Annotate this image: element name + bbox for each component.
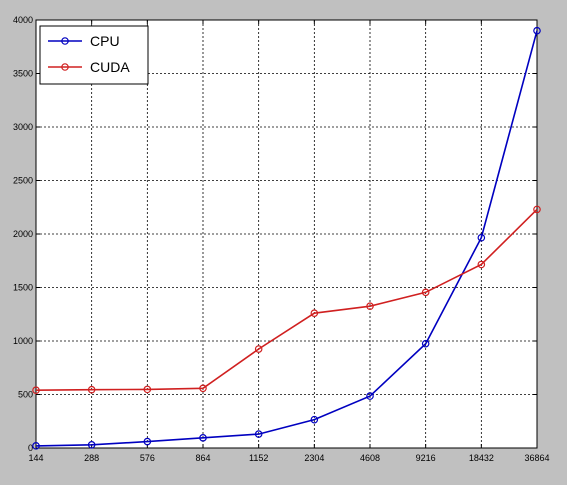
data-point-cpu <box>477 233 486 242</box>
data-point-cuda <box>477 260 486 269</box>
grid <box>36 20 537 448</box>
data-point-cuda <box>254 345 263 353</box>
data-point-cuda <box>143 385 152 394</box>
y-tick-label: 2500 <box>13 176 33 186</box>
data-point-cuda <box>32 386 40 395</box>
x-tick-label: 2304 <box>304 453 324 463</box>
x-tick-label: 1152 <box>249 453 268 463</box>
data-point-cpu <box>310 415 319 424</box>
data-point-cuda <box>87 385 96 394</box>
data-point-cpu <box>87 440 96 449</box>
data-point-cuda <box>199 384 207 393</box>
x-tick-label: 18432 <box>469 453 494 463</box>
data-point-cpu <box>199 434 207 442</box>
series-line-cuda <box>35 208 538 391</box>
axis-ticks: 0 500 1000 1500 2000 2500 3000 3500 4000 144 288 57… <box>13 15 550 463</box>
legend-label: CPU <box>90 33 120 49</box>
legend-swatch-marker <box>61 63 69 71</box>
data-point-cpu <box>533 26 541 35</box>
series-line-cpu <box>35 30 538 447</box>
y-tick-label: 2000 <box>13 229 33 239</box>
x-tick-label: 288 <box>84 453 99 463</box>
data-point-cpu <box>366 392 374 400</box>
y-tick-label: 1000 <box>13 336 33 346</box>
data-point-cuda <box>310 309 319 317</box>
legend: CPU CUDA <box>39 25 149 85</box>
data-point-cpu <box>32 442 40 450</box>
x-tick-label: 864 <box>195 453 210 463</box>
x-tick-label: 9216 <box>416 453 436 463</box>
legend-box <box>39 25 149 85</box>
data-point-cuda <box>533 205 541 214</box>
legend-label: CUDA <box>90 59 130 75</box>
data-point-cpu <box>421 339 430 348</box>
data-point-cuda <box>366 302 374 311</box>
x-tick-label: 576 <box>140 453 155 463</box>
y-tick-label: 4000 <box>13 15 33 25</box>
y-tick-label: 3000 <box>13 122 33 132</box>
y-tick-label: 0 <box>28 443 33 453</box>
y-tick-label: 3500 <box>13 69 33 79</box>
series-group <box>32 26 541 450</box>
x-tick-label: 144 <box>28 453 43 463</box>
y-tick-label: 500 <box>18 390 33 400</box>
y-tick-label: 1500 <box>13 283 33 293</box>
data-point-cpu <box>254 430 263 438</box>
data-point-cpu <box>143 437 152 446</box>
legend-swatch-marker <box>61 37 69 45</box>
x-tick-label: 4608 <box>360 453 380 463</box>
data-point-cuda <box>421 288 430 297</box>
x-tick-label: 36864 <box>524 453 549 463</box>
